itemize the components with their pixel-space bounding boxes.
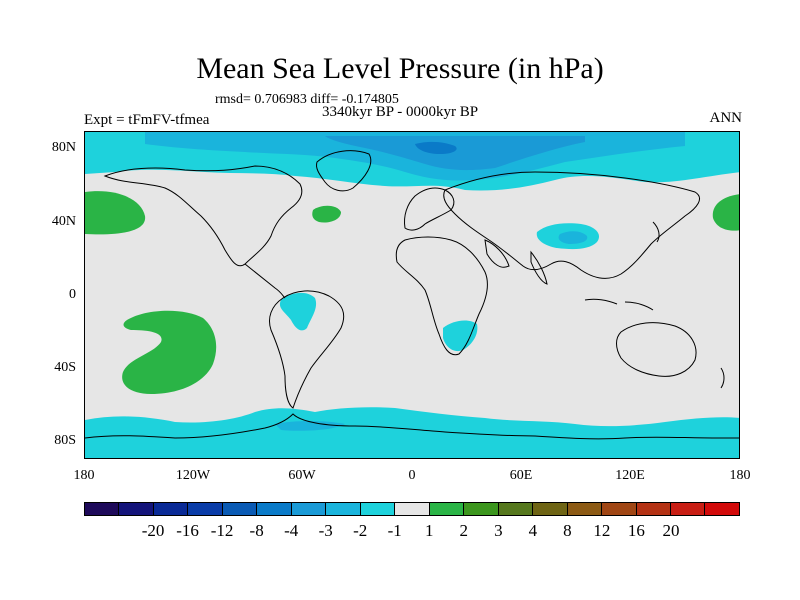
- north-pacific-pos1-region: [85, 191, 146, 235]
- australia-coastline: [616, 322, 697, 377]
- experiment-label: Expt = tFmFV-tfmea: [84, 112, 210, 128]
- x-tick-120e: 120E: [615, 468, 645, 483]
- colorbar-swatch: [464, 503, 499, 515]
- x-tick-60w: 60W: [288, 468, 316, 483]
- colorbar-swatch: [670, 503, 706, 515]
- colorbar-swatch: [567, 503, 603, 515]
- colorbar-label: -20: [141, 521, 165, 540]
- y-tick-80s: 80S: [54, 433, 76, 448]
- x-tick-120w: 120W: [175, 468, 211, 483]
- colorbar-swatch: [360, 503, 396, 515]
- colorbar-swatch: [498, 503, 534, 515]
- colorbar-label: -4: [284, 521, 299, 540]
- x-tick-180e: 180: [729, 468, 751, 483]
- colorbar: [84, 502, 740, 516]
- y-tick-80n: 80N: [51, 140, 76, 155]
- colorbar-label: 16: [627, 521, 645, 540]
- x-tick-0: 0: [408, 468, 416, 483]
- europe-coastline: [404, 187, 455, 231]
- arctic-neg4-region: [415, 141, 457, 154]
- africa-coastline: [395, 236, 488, 356]
- indonesia-coastline: [584, 298, 654, 311]
- colorbar-swatch: [188, 503, 223, 515]
- period-label: 3340kyr BP - 0000kyr BP: [322, 104, 479, 120]
- world-map-panel: [84, 131, 740, 459]
- tibet-neg2-region: [558, 231, 588, 244]
- colorbar-label: 20: [662, 521, 680, 540]
- asia-coastline: [443, 171, 700, 279]
- coastlines: [85, 150, 739, 440]
- colorbar-swatch: [326, 503, 361, 515]
- colorbar-label: 4: [528, 521, 538, 540]
- north-atlantic-pos1-region: [312, 205, 341, 223]
- colorbar-label: -1: [387, 521, 402, 540]
- colorbar-label: -12: [210, 521, 234, 540]
- x-tick-60e: 60E: [509, 468, 533, 483]
- colorbar-label: 3: [494, 521, 503, 540]
- colorbar-label: -16: [176, 521, 199, 540]
- map-title: Mean Sea Level Pressure (in hPa): [196, 52, 604, 85]
- colorbar-swatch: [85, 503, 120, 515]
- antarctica-coastline: [85, 413, 739, 440]
- rmsd-stats: rmsd= 0.706983 diff= -0.174805: [215, 92, 399, 107]
- colorbar-swatch: [291, 503, 327, 515]
- arctic-neg3-region: [325, 136, 585, 171]
- colorbar-label: 2: [459, 521, 469, 540]
- central-america-coastline: [244, 263, 286, 299]
- south-america-coastline: [269, 290, 345, 409]
- anomaly-field-svg: [85, 132, 739, 458]
- colorbar-label: -8: [249, 521, 264, 540]
- colorbar-swatch: [636, 503, 671, 515]
- colorbar-swatch: [602, 503, 637, 515]
- india-coastline: [530, 250, 548, 285]
- north-pacific-east-pos1-region: [712, 194, 739, 231]
- x-tick-180w: 180: [73, 468, 95, 483]
- y-tick-40n: 40N: [51, 214, 76, 229]
- colorbar-label: -3: [318, 521, 333, 540]
- colorbar-swatch: [222, 503, 258, 515]
- colorbar-swatch: [533, 503, 568, 515]
- japan-coastline: [652, 221, 660, 243]
- colorbar-label: 12: [593, 521, 611, 540]
- colorbar-label: 8: [563, 521, 572, 540]
- new-zealand-coastline: [720, 367, 725, 389]
- arabia-coastline: [484, 239, 510, 268]
- north-america-coastline: [103, 165, 303, 267]
- colorbar-swatch: [395, 503, 430, 515]
- antarctic-neg2-region: [275, 421, 345, 431]
- south-pacific-pos1-region: [122, 310, 217, 394]
- y-tick-0: 0: [69, 287, 76, 302]
- greenland-coastline: [316, 150, 372, 192]
- colorbar-swatch: [705, 503, 739, 515]
- season-label: ANN: [709, 110, 743, 126]
- colorbar-swatch: [153, 503, 189, 515]
- south-africa-neg1-region: [443, 320, 478, 352]
- colorbar-swatch: [119, 503, 154, 515]
- south-america-neg1-region: [279, 292, 317, 331]
- colorbar-swatch: [257, 503, 292, 515]
- colorbar-swatch: [429, 503, 465, 515]
- y-tick-40s: 40S: [54, 360, 76, 375]
- antarctic-neg1-region: [85, 407, 739, 458]
- colorbar-label: 1: [425, 521, 434, 540]
- colorbar-label: -2: [353, 521, 368, 540]
